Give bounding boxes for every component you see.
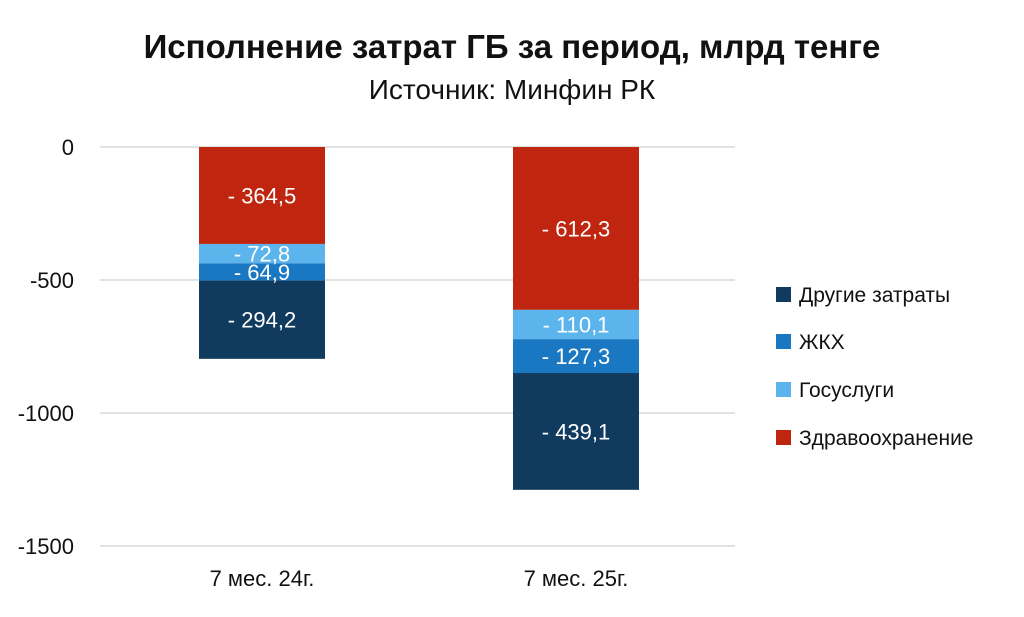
bar-segment — [513, 147, 639, 310]
legend-label: ЖКХ — [799, 331, 845, 354]
bars — [199, 147, 639, 490]
bar-segment — [513, 373, 639, 490]
data-label: - 64,9 — [234, 260, 290, 285]
bar-segment — [199, 263, 325, 281]
legend-label: Госуслуги — [799, 379, 894, 402]
bar-segment — [199, 243, 325, 264]
chart-title: Исполнение затрат ГБ за период, млрд тен… — [143, 28, 881, 65]
chart-subtitle: Источник: Минфин РК — [368, 74, 656, 105]
y-tick-label: -1000 — [18, 401, 74, 426]
y-tick-label: -500 — [30, 268, 74, 293]
bar-segment — [513, 339, 639, 374]
y-tick-label: 0 — [62, 135, 74, 160]
bar-segment — [199, 147, 325, 244]
legend-swatch — [776, 334, 791, 349]
data-label: - 364,5 — [228, 183, 297, 208]
data-label: - 110,1 — [543, 313, 610, 338]
gridlines — [100, 146, 735, 547]
y-axis-ticks: 0 -500 -1000 -1500 — [18, 135, 74, 559]
x-axis-categories: 7 мес. 24г. 7 мес. 25г. — [210, 566, 629, 591]
data-label: - 294,2 — [228, 308, 297, 333]
data-label: - 612,3 — [542, 216, 611, 241]
legend-swatch — [776, 430, 791, 445]
legend-label: Другие затраты — [799, 284, 950, 307]
legend-swatch — [776, 382, 791, 397]
legend-swatch — [776, 287, 791, 302]
data-label: - 439,1 — [542, 419, 611, 444]
data-labels: - 364,5 - 72,8- 64,9 - 294,2 - 612,3 - 110,1… — [228, 183, 611, 444]
x-category-label: 7 мес. 24г. — [210, 566, 315, 591]
data-label: - 72,8 — [234, 242, 290, 267]
x-category-label: 7 мес. 25г. — [524, 566, 629, 591]
legend: Другие затраты ЖКХ Госуслуги Здравоохранени… — [776, 284, 973, 450]
bar-segment — [513, 309, 639, 340]
data-label: - 127,3 — [542, 344, 611, 369]
y-tick-label: -1500 — [18, 534, 74, 559]
bar-segment — [199, 280, 325, 359]
legend-label: Здравоохранение — [799, 427, 973, 450]
